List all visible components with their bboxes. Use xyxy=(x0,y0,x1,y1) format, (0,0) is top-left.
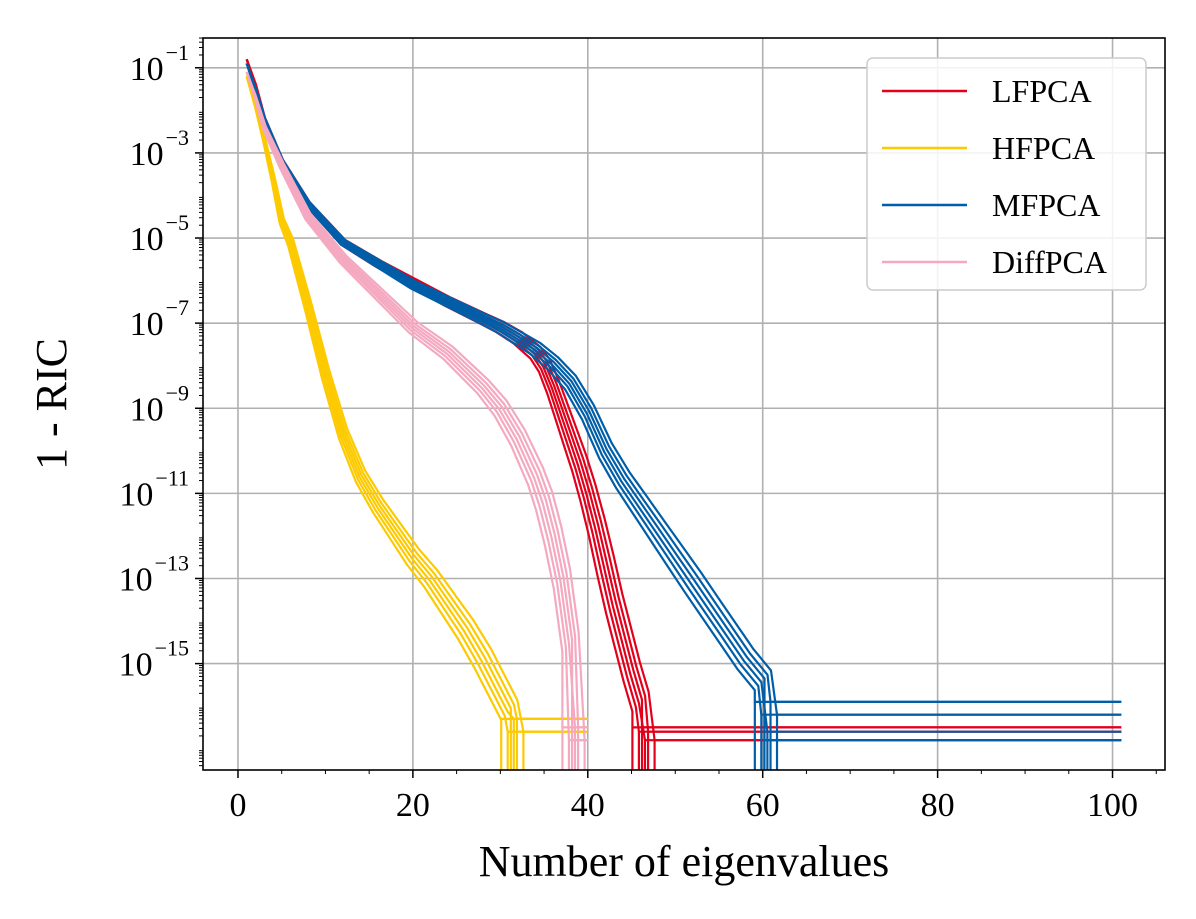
y-tick-exponent: −15 xyxy=(155,636,189,661)
y-tick-exponent: −11 xyxy=(155,465,189,490)
y-tick-label: 10 xyxy=(119,476,153,513)
series-line-mfpca xyxy=(245,63,1122,703)
x-tick-label: 60 xyxy=(746,787,780,824)
series-line-mfpca xyxy=(245,63,1122,716)
x-tick-label: 100 xyxy=(1087,787,1138,824)
y-tick-label: 10 xyxy=(130,391,164,428)
series-line-diffpca xyxy=(245,71,588,729)
y-tick-label: 10 xyxy=(119,647,153,684)
y-tick-label: 10 xyxy=(119,561,153,598)
series-layer xyxy=(245,58,1122,770)
axis-ticks xyxy=(195,67,1114,778)
y-tick-exponent: −5 xyxy=(166,210,189,235)
series-line-hfpca xyxy=(245,75,588,733)
legend-label-mfpca: MFPCA xyxy=(992,187,1101,223)
x-tick-label: 80 xyxy=(921,787,955,824)
y-tick-label: 10 xyxy=(130,221,164,258)
series-line-diffpca xyxy=(245,71,588,729)
y-tick-label: 10 xyxy=(130,136,164,173)
y-tick-exponent: −9 xyxy=(166,380,189,405)
series-line-mfpca xyxy=(245,63,1122,703)
plot-frame xyxy=(202,37,1166,771)
legend-label-hfpca: HFPCA xyxy=(992,130,1095,166)
y-tick-exponent: −3 xyxy=(166,125,189,150)
y-tick-exponent: −1 xyxy=(166,40,189,65)
x-tick-label: 20 xyxy=(396,787,430,824)
x-tick-labels: 0 20 40 60 80 100 xyxy=(229,787,1138,824)
legend-label-lfpca: LFPCA xyxy=(992,73,1092,109)
y-tick-exponent: −7 xyxy=(166,295,189,320)
legend-label-diffpca: DiffPCA xyxy=(992,244,1107,280)
legend-box xyxy=(866,57,1147,291)
x-axis-label: Number of eigenvalues xyxy=(479,837,890,886)
y-axis-label: 1 - RIC xyxy=(27,338,76,470)
y-tick-label: 10 xyxy=(130,306,164,343)
y-tick-exponent: −13 xyxy=(155,550,189,575)
series-line-diffpca xyxy=(245,71,588,742)
x-tick-label: 40 xyxy=(571,787,605,824)
x-tick-label: 0 xyxy=(229,787,246,824)
legend: LFPCA HFPCA MFPCA DiffPCA xyxy=(866,57,1147,291)
y-tick-label: 10 xyxy=(130,51,164,88)
